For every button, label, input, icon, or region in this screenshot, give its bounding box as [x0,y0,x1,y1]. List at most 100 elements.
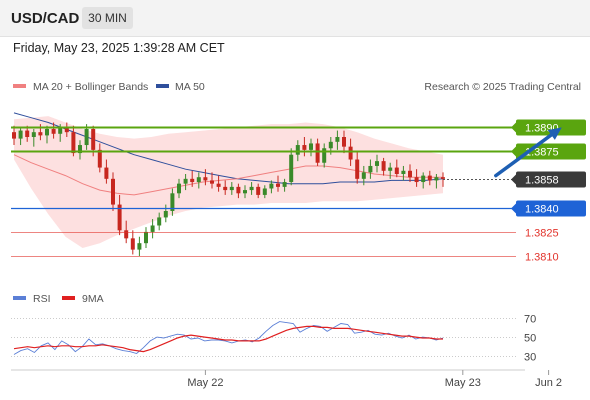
candle [394,159,399,178]
candle-body [144,231,148,244]
x-tick-label: Jun 2 [535,377,562,389]
candle-body [335,137,340,142]
legend-ma50-label: MA 50 [175,81,205,93]
rsi-line [13,321,444,355]
candle-body [18,130,23,139]
candle-body [163,211,168,218]
rsi-tick-label: 50 [524,333,536,345]
candle-body [130,238,135,250]
candle [282,178,287,192]
candle-body [150,225,155,232]
candle [414,169,419,187]
candle-body [31,132,36,137]
candle-body [408,170,412,178]
candle [51,122,56,139]
candle-body [342,137,346,147]
candle-body [84,128,89,146]
candle-body [64,127,69,133]
candle-body [177,183,181,194]
candle-body [315,143,320,163]
candle-body [203,177,208,181]
candle [223,180,228,195]
candle [276,175,280,192]
candle-body [157,217,162,226]
candle-body [262,188,267,195]
candle-body [434,177,439,181]
candle-body [289,154,294,183]
last-price-tag-pointer [511,174,516,185]
candle [243,185,247,199]
candle-body [38,132,43,136]
legend-ma20-label: MA 20 + Bollinger Bands [33,81,148,93]
target-value: 1.3810 [525,252,559,264]
resistance-tag-pointer [511,122,516,133]
candle-body [295,145,300,155]
rsi-tick-label: 70 [524,314,536,326]
candle-body [269,183,274,189]
source-credit: Research © 2025 Trading Central [424,81,581,93]
x-tick-label: May 23 [445,377,481,389]
candle [170,188,175,216]
candle [388,162,393,179]
candle [111,172,115,211]
price-level-support: 1.3840 [11,200,586,217]
candle [78,140,82,160]
resistance-tag [516,119,586,136]
candle-body [78,145,82,154]
ma20-line [13,154,443,196]
legend-rsi-swatch [13,296,26,300]
candle [309,138,313,157]
candle-body [51,128,56,134]
candle-body [322,148,327,163]
x-axis: May 22 May 23 Jun 2 [187,370,562,389]
candle-body [12,132,16,139]
candle [256,183,261,199]
candle-body [71,132,76,154]
candle [289,148,294,186]
candle [12,125,16,146]
datetime-label: Friday, May 23, 2025 1:39:28 AM CET [13,41,225,55]
candle-body [302,145,307,150]
projection-arrow-group [494,127,562,178]
candle [177,178,181,199]
candle-body [223,186,228,191]
candle [302,137,307,157]
candle-body [441,177,445,179]
candle [427,170,432,186]
candle [249,182,254,195]
candle [229,182,234,195]
candle-body [111,178,115,205]
price-level-target: 1.3810 [11,252,559,264]
candle [163,204,168,223]
candle [361,165,366,186]
candle-body [381,161,386,171]
candle-body [328,141,333,149]
candle [45,125,49,144]
candle [137,236,142,257]
candle-body [45,128,49,136]
candle-body [388,167,393,171]
candle-body [427,175,432,181]
legend-9ma-label: 9MA [82,293,104,305]
candle-body [58,127,63,134]
candle-body [216,183,221,187]
last-price-tag [516,171,586,188]
legend-9ma-swatch [62,296,75,300]
legend-ma20-swatch [13,84,26,88]
candle-body [97,149,102,168]
rsi-panel: 70 50 30 [11,314,536,364]
candle [203,169,208,186]
timeframe-button[interactable]: 30 MIN [82,7,133,29]
rsi-ma-line [13,325,443,353]
legend-ma50-swatch [156,84,169,88]
candle [150,219,155,239]
candle-body [229,186,234,191]
candle-body [361,172,366,179]
candle-body [414,177,419,183]
support-tag [516,200,586,217]
candle-body [421,175,426,183]
candle [381,157,386,176]
candle [183,174,188,191]
